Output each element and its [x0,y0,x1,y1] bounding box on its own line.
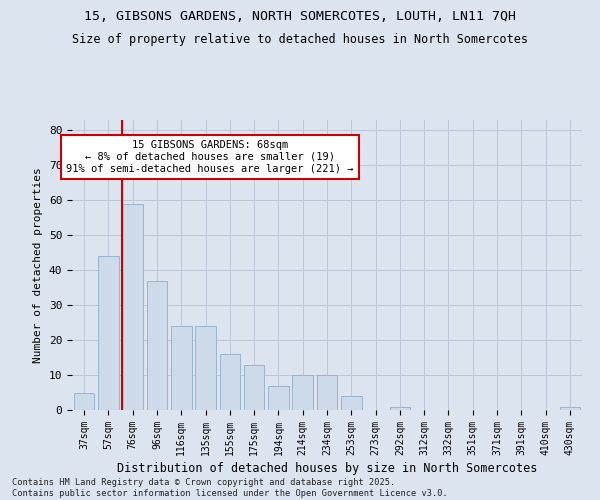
Bar [74,392,94,410]
Bar [341,396,362,410]
Bar [146,280,167,410]
Bar [389,406,410,410]
Text: Size of property relative to detached houses in North Somercotes: Size of property relative to detached ho… [72,32,528,46]
X-axis label: Distribution of detached houses by size in North Somercotes: Distribution of detached houses by size … [117,462,537,475]
Text: 15 GIBSONS GARDENS: 68sqm
← 8% of detached houses are smaller (19)
91% of semi-d: 15 GIBSONS GARDENS: 68sqm ← 8% of detach… [66,140,353,173]
Bar [122,204,143,410]
Bar [244,364,265,410]
Bar [195,326,216,410]
Text: 15, GIBSONS GARDENS, NORTH SOMERCOTES, LOUTH, LN11 7QH: 15, GIBSONS GARDENS, NORTH SOMERCOTES, L… [84,10,516,23]
Bar [317,375,337,410]
Bar [171,326,191,410]
Bar [98,256,119,410]
Bar [220,354,240,410]
Bar [560,406,580,410]
Y-axis label: Number of detached properties: Number of detached properties [33,167,43,363]
Text: Contains HM Land Registry data © Crown copyright and database right 2025.
Contai: Contains HM Land Registry data © Crown c… [12,478,448,498]
Bar [268,386,289,410]
Bar [292,375,313,410]
